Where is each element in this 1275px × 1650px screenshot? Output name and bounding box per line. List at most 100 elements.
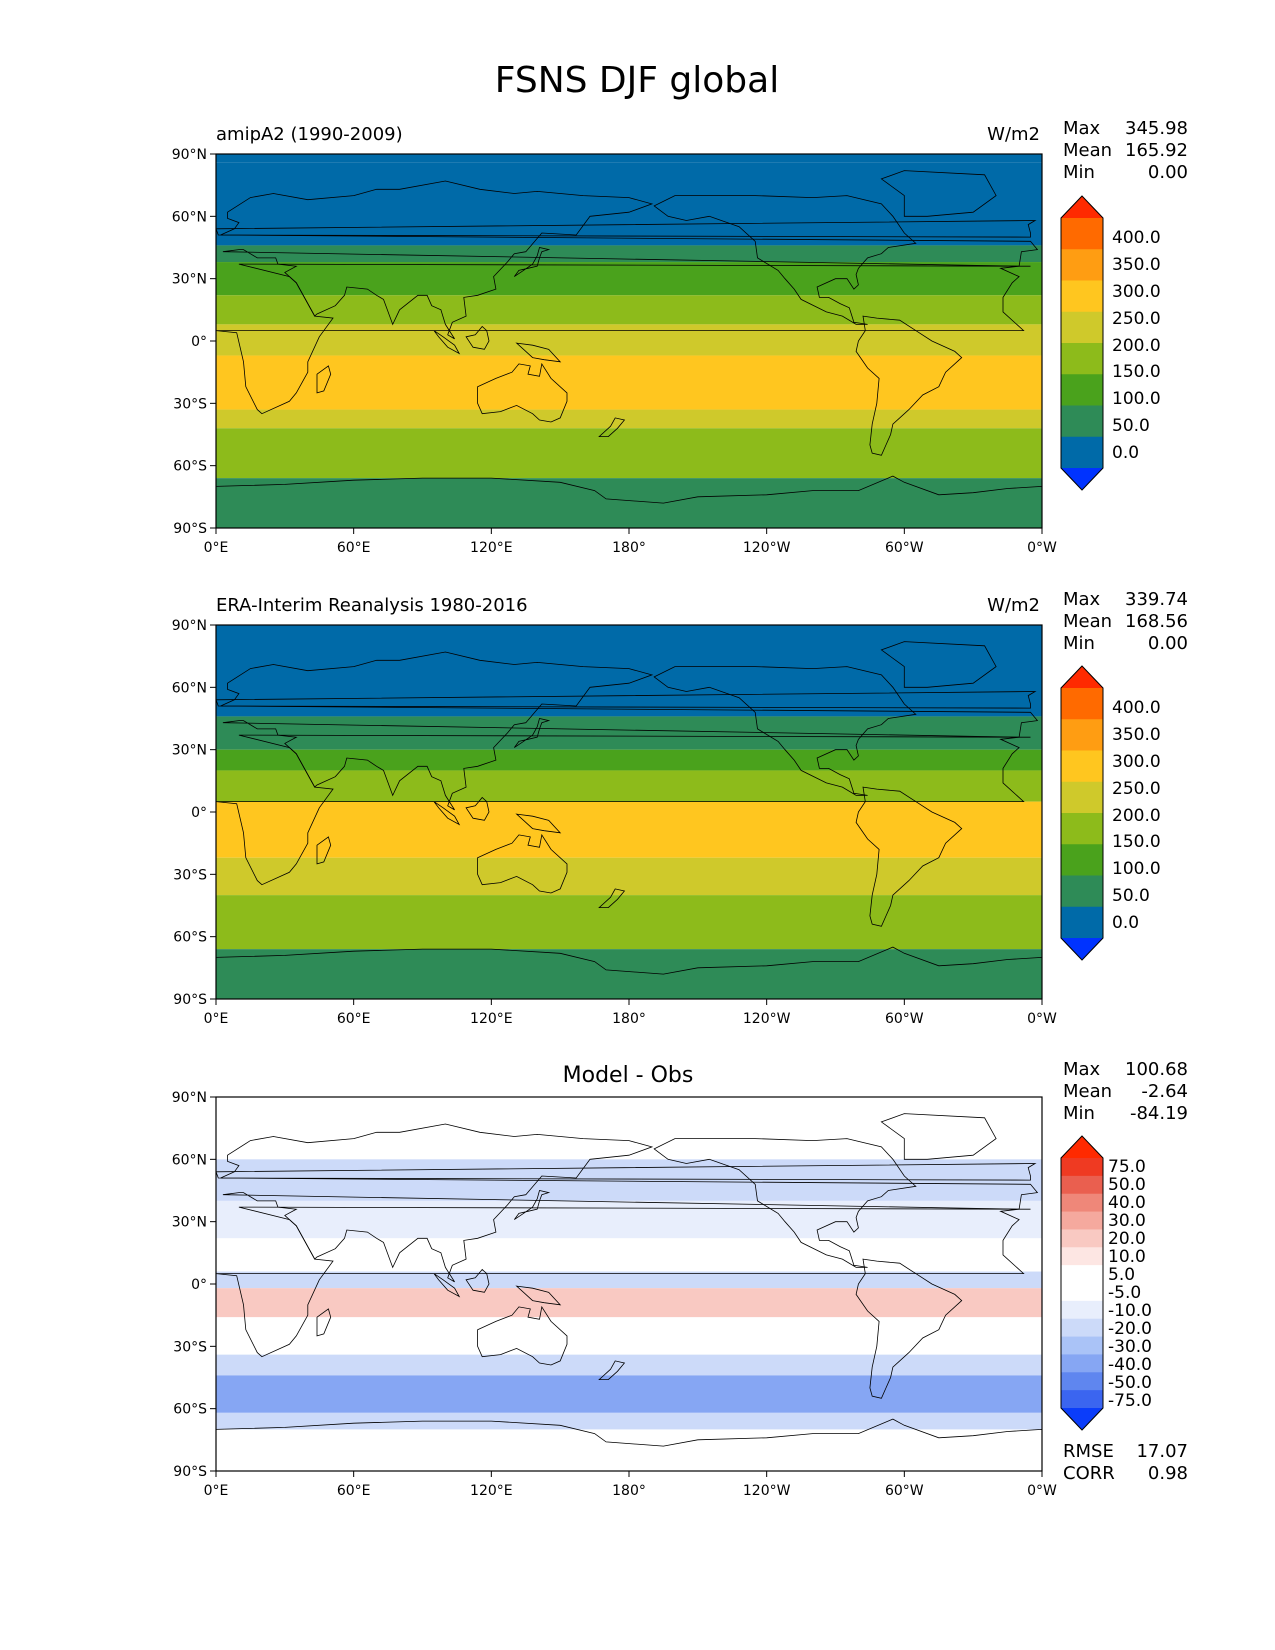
colorbar-label: -5.0 xyxy=(1108,1283,1141,1303)
colorbar-extend-min xyxy=(1061,1408,1103,1430)
coastlines xyxy=(216,170,1042,528)
corr-label: CORR xyxy=(1063,1463,1115,1484)
field-band xyxy=(216,1288,1042,1318)
colorbar-extend-max xyxy=(1061,666,1103,688)
coastline xyxy=(216,1418,1042,1471)
coastline xyxy=(598,888,626,908)
coastline xyxy=(880,641,997,688)
lat-tick-label: 90°S xyxy=(173,992,207,1008)
field-band xyxy=(216,245,1042,263)
colorbar-label: 30.0 xyxy=(1108,1211,1146,1231)
coastline xyxy=(433,330,461,355)
field-band xyxy=(216,409,1042,429)
coastline xyxy=(515,342,562,363)
lat-tick-label: 30°S xyxy=(173,867,207,883)
field-band xyxy=(216,324,1042,356)
colorbar-outline xyxy=(1060,195,1104,491)
colorbar-segment xyxy=(1061,1211,1103,1230)
field-band xyxy=(216,428,1042,479)
field-band xyxy=(216,1354,1042,1376)
field-band xyxy=(216,895,1042,950)
lat-tick-label: 30°N xyxy=(172,1215,207,1231)
colorbar-label: -50.0 xyxy=(1108,1373,1152,1393)
coastline xyxy=(216,946,1042,999)
lon-tick-label: 60°W xyxy=(885,1011,924,1027)
panel-observation: ERA-Interim Reanalysis 1980-2016 W/m2 Ma… xyxy=(216,589,1188,961)
lat-tick-label: 60°S xyxy=(173,930,207,946)
colorbar-segment xyxy=(1061,813,1103,845)
colorbar-extend-max xyxy=(1061,1136,1103,1158)
map-field xyxy=(216,1097,1042,1471)
lat-tick-label: 90°N xyxy=(172,618,207,634)
coastline xyxy=(477,362,568,423)
colorbar-label: -30.0 xyxy=(1108,1337,1152,1357)
colorbar-segment xyxy=(1061,436,1103,469)
colorbar-segment xyxy=(1061,1372,1103,1391)
colorbar-segment xyxy=(1061,1247,1103,1266)
coastline xyxy=(515,1285,562,1306)
lon-tick-label: 60°E xyxy=(337,540,371,556)
stat-value-min: 0.00 xyxy=(1148,162,1188,183)
colorbar-label: -20.0 xyxy=(1108,1319,1152,1339)
lon-tick-label: 120°E xyxy=(470,1011,513,1027)
stat-value-min: 0.00 xyxy=(1148,633,1188,654)
field-band xyxy=(216,716,1042,750)
stats-block: Max 339.74 Mean 168.56 Min 0.00 xyxy=(1063,589,1188,654)
lat-tick-label: 60°N xyxy=(172,1152,207,1168)
stat-label-max: Max xyxy=(1063,589,1101,610)
figure-title: FSNS DJF global xyxy=(495,60,779,101)
lon-tick-label: 60°E xyxy=(337,1011,371,1027)
colorbar-label: 400.0 xyxy=(1112,698,1161,718)
coastline xyxy=(220,180,1039,340)
field-band xyxy=(216,355,1042,410)
colorbar-label: 150.0 xyxy=(1112,832,1161,852)
coastline xyxy=(598,417,626,438)
coastline xyxy=(513,718,551,748)
lat-tick-label: 0° xyxy=(191,1277,207,1293)
coastline xyxy=(653,1138,917,1268)
coastline xyxy=(515,813,562,834)
colorbar-segment xyxy=(1061,405,1103,438)
lon-tick-label: 0°W xyxy=(1027,540,1057,556)
colorbar-segment xyxy=(1061,218,1103,250)
colorbar-label: 5.0 xyxy=(1108,1265,1135,1285)
stat-value-mean: -2.64 xyxy=(1141,1081,1188,1102)
colorbar-label: 350.0 xyxy=(1112,255,1161,275)
lon-tick-label: 60°W xyxy=(885,1483,924,1499)
rmse-label: RMSE xyxy=(1063,1441,1114,1462)
colorbar-outline xyxy=(1060,665,1104,961)
field-band xyxy=(216,154,1042,163)
lon-tick-label: 120°W xyxy=(743,1483,791,1499)
coastline xyxy=(465,325,490,350)
colorbar-segment xyxy=(1061,781,1103,814)
stat-value-max: 100.68 xyxy=(1125,1059,1188,1080)
colorbar-extend-min xyxy=(1061,938,1103,960)
field-band xyxy=(216,1097,1042,1160)
colorbar-segment xyxy=(1061,1193,1103,1213)
field-band xyxy=(216,1375,1042,1413)
panel-title: amipA2 (1990-2009) xyxy=(216,124,403,145)
lon-tick-label: 0°E xyxy=(204,540,229,556)
coastline xyxy=(653,666,917,796)
colorbar-extend-min xyxy=(1061,468,1103,490)
lon-tick-label: 60°E xyxy=(337,1483,371,1499)
map-field xyxy=(216,154,1042,528)
stat-value-max: 339.74 xyxy=(1125,589,1188,610)
lon-tick-label: 0°E xyxy=(204,1483,229,1499)
coastline xyxy=(855,315,963,456)
lat-tick-label: 60°N xyxy=(172,680,207,696)
stat-label-mean: Mean xyxy=(1063,1081,1112,1102)
field-band xyxy=(216,1412,1042,1430)
colorbar-label: -40.0 xyxy=(1108,1355,1152,1375)
colorbar-segment xyxy=(1061,875,1103,908)
field-band xyxy=(216,949,1042,999)
lon-tick-label: 120°W xyxy=(743,1011,791,1027)
colorbar-label: 0.0 xyxy=(1112,443,1139,463)
coastlines xyxy=(216,641,1042,999)
colorbar-segment xyxy=(1061,1354,1103,1373)
colorbar-label: 50.0 xyxy=(1112,416,1150,436)
lon-tick-label: 0°E xyxy=(204,1011,229,1027)
lat-tick-label: 0° xyxy=(191,334,207,350)
coastline xyxy=(465,796,490,821)
